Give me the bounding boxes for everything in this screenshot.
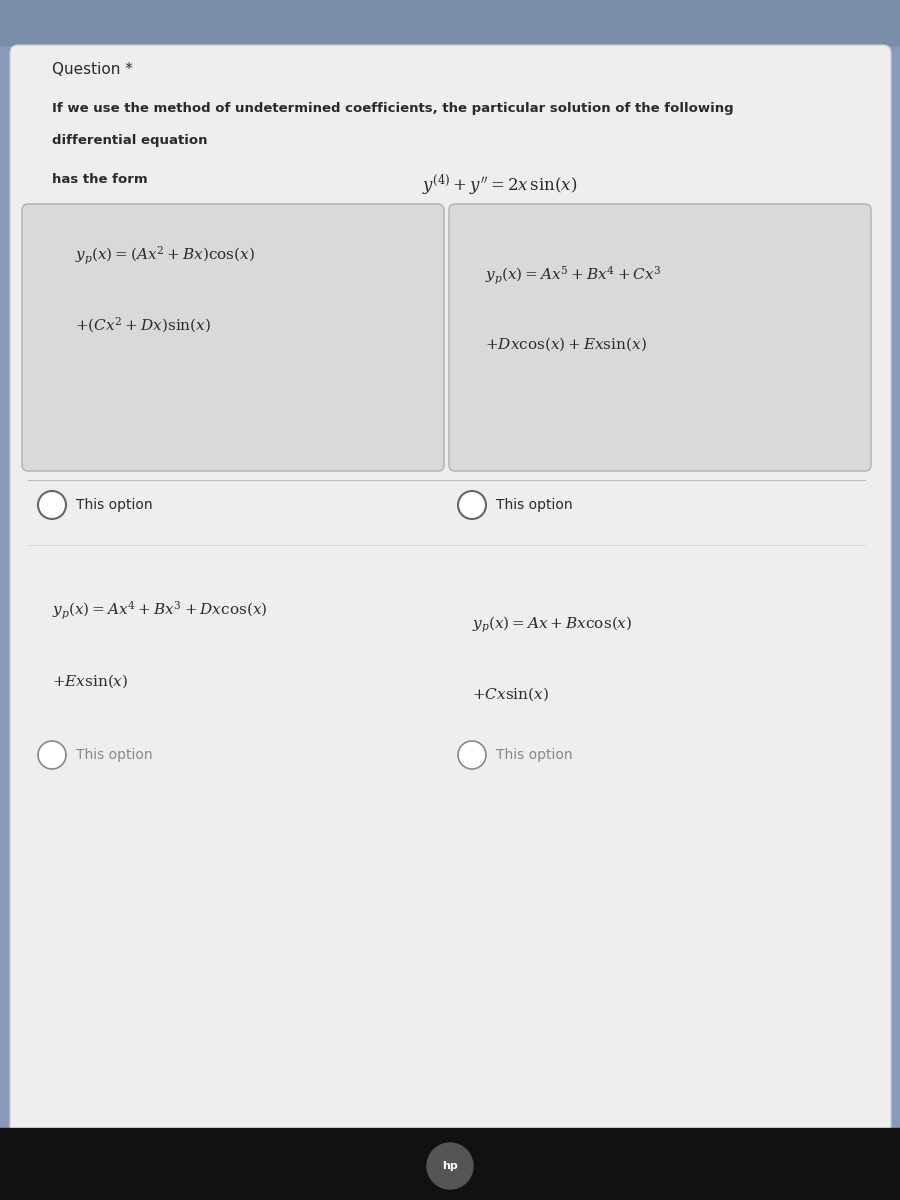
Text: differential equation: differential equation xyxy=(52,134,208,146)
Text: $y_p(x) = (Ax^2 + Bx)\cos(x)$: $y_p(x) = (Ax^2 + Bx)\cos(x)$ xyxy=(75,245,255,268)
Text: hp: hp xyxy=(442,1162,458,1171)
Text: $y^{(4)} + y'' = 2x\,\sin(x)$: $y^{(4)} + y'' = 2x\,\sin(x)$ xyxy=(422,173,578,198)
FancyBboxPatch shape xyxy=(10,44,891,1136)
Text: This option: This option xyxy=(76,748,153,762)
Bar xyxy=(0,1128,900,1200)
Text: $+Ex\sin(x)$: $+Ex\sin(x)$ xyxy=(52,672,129,690)
Text: $y_p(x) = Ax^4 + Bx^3 + Dx\cos(x)$: $y_p(x) = Ax^4 + Bx^3 + Dx\cos(x)$ xyxy=(52,600,267,622)
Text: $+(Cx^2 + Dx)\sin(x)$: $+(Cx^2 + Dx)\sin(x)$ xyxy=(75,314,211,335)
Text: This option: This option xyxy=(496,748,572,762)
FancyBboxPatch shape xyxy=(449,204,871,470)
Text: Question *: Question * xyxy=(52,62,133,77)
Text: $y_p(x) = Ax + Bx\cos(x)$: $y_p(x) = Ax + Bx\cos(x)$ xyxy=(472,614,633,635)
Circle shape xyxy=(427,1142,473,1189)
Text: $y_p(x) = Ax^5 + Bx^4 + Cx^3$: $y_p(x) = Ax^5 + Bx^4 + Cx^3$ xyxy=(485,265,662,287)
Circle shape xyxy=(458,740,486,769)
Text: This option: This option xyxy=(76,498,153,512)
Text: This option: This option xyxy=(496,498,572,512)
Circle shape xyxy=(38,740,66,769)
Bar xyxy=(0,0,900,44)
FancyBboxPatch shape xyxy=(22,204,444,470)
Circle shape xyxy=(458,491,486,518)
Circle shape xyxy=(38,491,66,518)
Text: $+Dx\cos(x) + Ex\sin(x)$: $+Dx\cos(x) + Ex\sin(x)$ xyxy=(485,335,647,353)
Text: has the form: has the form xyxy=(52,173,148,186)
Text: $+Cx\sin(x)$: $+Cx\sin(x)$ xyxy=(472,685,549,703)
Text: If we use the method of undetermined coefficients, the particular solution of th: If we use the method of undetermined coe… xyxy=(52,102,734,115)
